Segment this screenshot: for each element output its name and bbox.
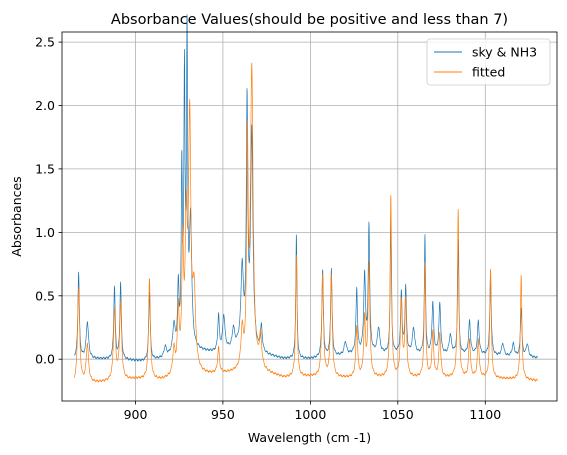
axes-frame xyxy=(61,31,558,402)
y-axis-label: Absorbances xyxy=(9,176,24,256)
x-tick-label: 1000 xyxy=(294,407,326,422)
x-tick-label: 900 xyxy=(124,407,148,422)
x-tick-label: 1050 xyxy=(382,407,414,422)
x-axis-label: Wavelength (cm -1) xyxy=(248,430,371,445)
x-tick-label: 950 xyxy=(211,407,235,422)
chart-title: Absorbance Values(should be positive and… xyxy=(111,12,508,28)
legend-label-fitted: fitted xyxy=(472,65,505,80)
y-tick-label: 0.5 xyxy=(35,288,55,303)
series-line-fitted xyxy=(73,62,538,383)
y-tick-label: 2.5 xyxy=(35,35,55,50)
x-axis: 900 950 1000 1050 1100 xyxy=(124,401,501,422)
y-tick-label: 1.5 xyxy=(35,161,55,176)
legend-box xyxy=(426,38,551,86)
x-tick-label: 1100 xyxy=(469,407,501,422)
series-layer xyxy=(73,14,538,383)
legend-label-sky-nh3: sky & NH3 xyxy=(472,45,537,60)
legend: sky & NH3 fitted xyxy=(426,38,551,86)
series-line-sky-nh3 xyxy=(74,14,538,362)
y-tick-label: 0.0 xyxy=(35,352,55,367)
y-tick-label: 1.0 xyxy=(35,225,55,240)
y-tick-label: 2.0 xyxy=(35,98,55,113)
y-axis: 0.0 0.5 1.0 1.5 2.0 2.5 xyxy=(35,35,62,367)
